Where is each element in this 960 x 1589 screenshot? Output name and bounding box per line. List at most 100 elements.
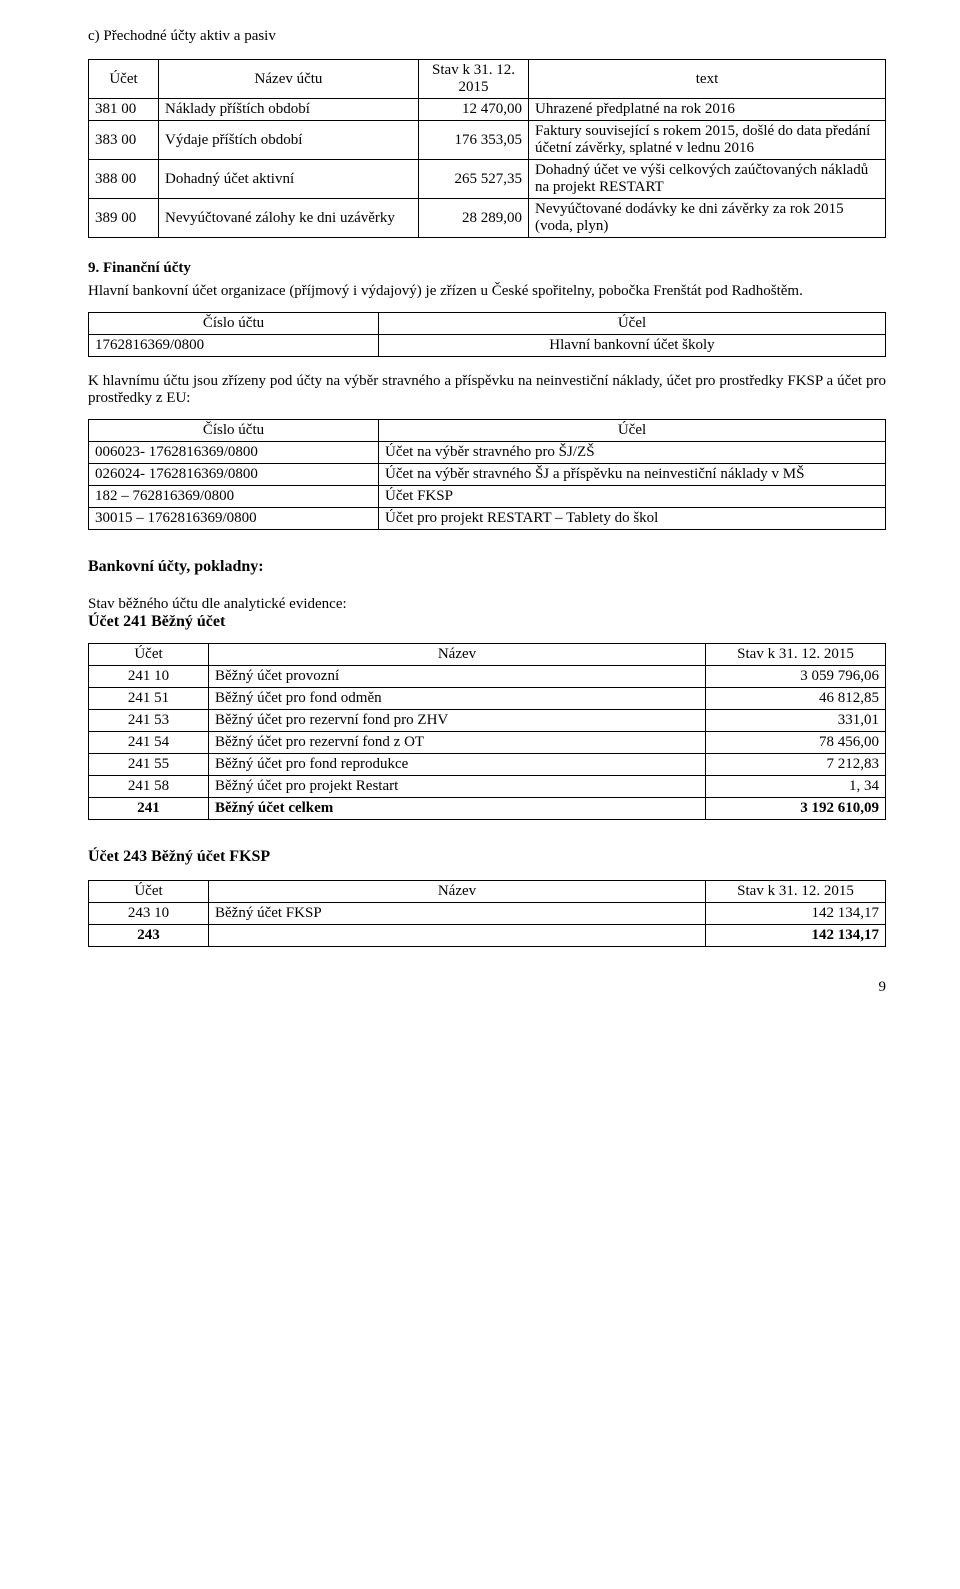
table-ucet-243: Účet Název Stav k 31. 12. 2015 243 10 Bě… <box>88 880 886 947</box>
cell: Běžný účet provozní <box>209 666 706 688</box>
cell: 388 00 <box>89 160 159 199</box>
table-header-row: Účet Název Stav k 31. 12. 2015 <box>89 644 886 666</box>
cell: 241 10 <box>89 666 209 688</box>
cell: 176 353,05 <box>419 121 529 160</box>
bank-accounts-heading: Bankovní účty, pokladny: <box>88 558 886 576</box>
cell: 241 54 <box>89 732 209 754</box>
cell <box>209 925 706 947</box>
fksp-heading: Účet 243 Běžný účet FKSP <box>88 848 886 866</box>
cell: Běžný účet pro rezervní fond z OT <box>209 732 706 754</box>
cell: 7 212,83 <box>706 754 886 776</box>
th-nazev: Název <box>209 881 706 903</box>
th-ucet: Účet <box>89 60 159 99</box>
cell: Účet pro projekt RESTART – Tablety do šk… <box>379 508 886 530</box>
table-row: 241 55 Běžný účet pro fond reprodukce 7 … <box>89 754 886 776</box>
table-row: 006023- 1762816369/0800 Účet na výběr st… <box>89 442 886 464</box>
cell: 006023- 1762816369/0800 <box>89 442 379 464</box>
table-cislo-uctu-1: Číslo účtu Účel 1762816369/0800 Hlavní b… <box>88 312 886 357</box>
cell: Hlavní bankovní účet školy <box>379 335 886 357</box>
cell: 243 10 <box>89 903 209 925</box>
bank-subline-1: Stav běžného účtu dle analytické evidenc… <box>88 596 886 613</box>
section-9-title: 9. Finanční účty <box>88 260 886 277</box>
th-ucel: Účel <box>379 420 886 442</box>
cell: Faktury související s rokem 2015, došlé … <box>529 121 886 160</box>
table-prechodne-ucty: Účet Název účtu Stav k 31. 12. 2015 text… <box>88 59 886 238</box>
table-row: 383 00 Výdaje příštích období 176 353,05… <box>89 121 886 160</box>
table-row: 241 53 Běžný účet pro rezervní fond pro … <box>89 710 886 732</box>
cell: 241 58 <box>89 776 209 798</box>
cell: 389 00 <box>89 199 159 238</box>
th-ucet: Účet <box>89 644 209 666</box>
th-nazev-uctu: Název účtu <box>159 60 419 99</box>
cell: Běžný účet FKSP <box>209 903 706 925</box>
cell: 142 134,17 <box>706 903 886 925</box>
th-ucet: Účet <box>89 881 209 903</box>
cell: 46 812,85 <box>706 688 886 710</box>
page: c) Přechodné účty aktiv a pasiv Účet Náz… <box>0 0 960 1024</box>
cell: 1, 34 <box>706 776 886 798</box>
cell: Běžný účet pro fond reprodukce <box>209 754 706 776</box>
table-row-total: 241 Běžný účet celkem 3 192 610,09 <box>89 798 886 820</box>
table-header-row: Číslo účtu Účel <box>89 420 886 442</box>
section-c-title: c) Přechodné účty aktiv a pasiv <box>88 28 886 45</box>
cell: 241 <box>89 798 209 820</box>
cell: 265 527,35 <box>419 160 529 199</box>
table-row: 241 10 Běžný účet provozní 3 059 796,06 <box>89 666 886 688</box>
cell: 243 <box>89 925 209 947</box>
bank-subline-2: Účet 241 Běžný účet <box>88 613 886 631</box>
table-row: 30015 – 1762816369/0800 Účet pro projekt… <box>89 508 886 530</box>
cell: Nevyúčtované zálohy ke dni uzávěrky <box>159 199 419 238</box>
table-row: 241 51 Běžný účet pro fond odměn 46 812,… <box>89 688 886 710</box>
spacer <box>88 357 886 367</box>
cell: 182 – 762816369/0800 <box>89 486 379 508</box>
cell: 383 00 <box>89 121 159 160</box>
section-9-para2: K hlavnímu účtu jsou zřízeny pod účty na… <box>88 373 886 407</box>
cell: Náklady příštích období <box>159 99 419 121</box>
cell: 3 059 796,06 <box>706 666 886 688</box>
table-row: 241 58 Běžný účet pro projekt Restart 1,… <box>89 776 886 798</box>
cell: 12 470,00 <box>419 99 529 121</box>
table-ucet-241: Účet Název Stav k 31. 12. 2015 241 10 Bě… <box>88 643 886 820</box>
cell: 3 192 610,09 <box>706 798 886 820</box>
cell: 30015 – 1762816369/0800 <box>89 508 379 530</box>
cell: 026024- 1762816369/0800 <box>89 464 379 486</box>
cell: Běžný účet pro projekt Restart <box>209 776 706 798</box>
table-row: 026024- 1762816369/0800 Účet na výběr st… <box>89 464 886 486</box>
cell: 241 55 <box>89 754 209 776</box>
th-cislo-uctu: Číslo účtu <box>89 420 379 442</box>
th-stav: Stav k 31. 12. 2015 <box>419 60 529 99</box>
cell: Účet na výběr stravného ŠJ a příspěvku n… <box>379 464 886 486</box>
cell: Nevyúčtované dodávky ke dni závěrky za r… <box>529 199 886 238</box>
cell: Účet na výběr stravného pro ŠJ/ZŠ <box>379 442 886 464</box>
cell: Výdaje příštích období <box>159 121 419 160</box>
cell: 1762816369/0800 <box>89 335 379 357</box>
cell: Běžný účet celkem <box>209 798 706 820</box>
cell: Běžný účet pro fond odměn <box>209 688 706 710</box>
th-stav: Stav k 31. 12. 2015 <box>706 644 886 666</box>
table-row: 381 00 Náklady příštích období 12 470,00… <box>89 99 886 121</box>
cell: 241 53 <box>89 710 209 732</box>
cell: 78 456,00 <box>706 732 886 754</box>
cell: Běžný účet pro rezervní fond pro ZHV <box>209 710 706 732</box>
th-nazev: Název <box>209 644 706 666</box>
cell: 381 00 <box>89 99 159 121</box>
cell: Účet FKSP <box>379 486 886 508</box>
cell: 331,01 <box>706 710 886 732</box>
th-cislo-uctu: Číslo účtu <box>89 313 379 335</box>
table-row: 1762816369/0800 Hlavní bankovní účet ško… <box>89 335 886 357</box>
table-header-row: Účet Název účtu Stav k 31. 12. 2015 text <box>89 60 886 99</box>
table-row: 241 54 Běžný účet pro rezervní fond z OT… <box>89 732 886 754</box>
table-header-row: Číslo účtu Účel <box>89 313 886 335</box>
cell: 28 289,00 <box>419 199 529 238</box>
spacer <box>88 578 886 596</box>
cell: 241 51 <box>89 688 209 710</box>
table-row: 182 – 762816369/0800 Účet FKSP <box>89 486 886 508</box>
table-row-total: 243 142 134,17 <box>89 925 886 947</box>
section-9-para1: Hlavní bankovní účet organizace (příjmov… <box>88 283 886 300</box>
cell: 142 134,17 <box>706 925 886 947</box>
th-stav: Stav k 31. 12. 2015 <box>706 881 886 903</box>
table-cislo-uctu-2: Číslo účtu Účel 006023- 1762816369/0800 … <box>88 419 886 530</box>
th-text: text <box>529 60 886 99</box>
table-row: 389 00 Nevyúčtované zálohy ke dni uzávěr… <box>89 199 886 238</box>
th-ucel: Účel <box>379 313 886 335</box>
